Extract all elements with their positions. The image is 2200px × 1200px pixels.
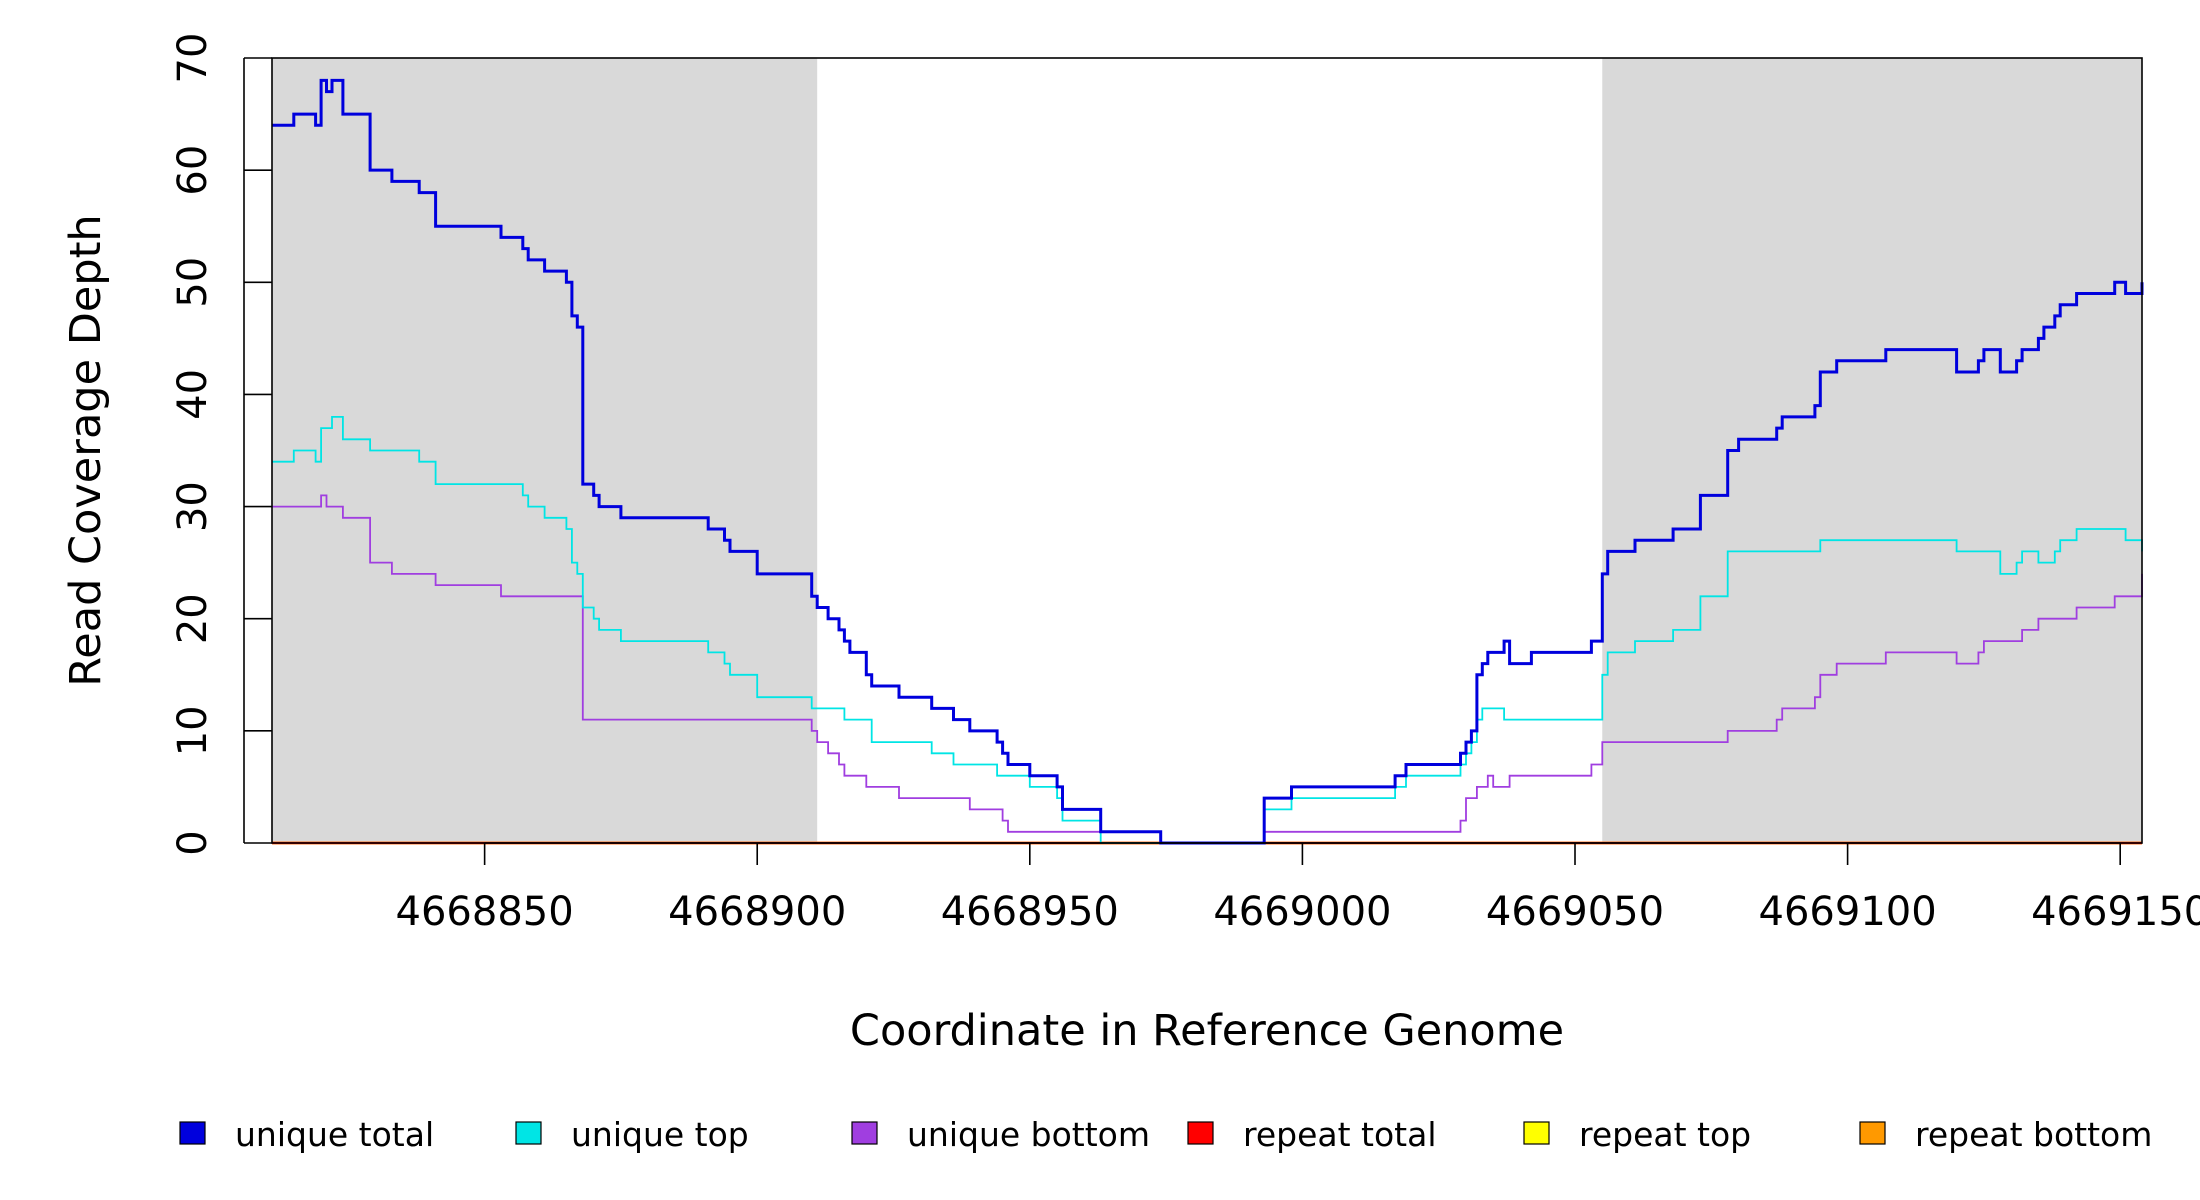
legend-swatch-repeat-top [1523,1121,1550,1145]
y-axis-title: Read Coverage Depth [61,214,111,686]
x-tick-label: 4668900 [668,889,846,935]
y-tick-label: 40 [170,369,216,420]
x-tick-label: 4669150 [2031,889,2200,935]
y-tick-label: 70 [170,33,216,84]
y-tick-label: 0 [170,830,216,855]
legend-swatch-repeat-bottom [1859,1121,1886,1145]
y-tick-label: 60 [170,145,216,196]
y-tick-label: 10 [170,705,216,756]
x-tick-label: 4668850 [396,889,574,935]
shaded-region-1 [272,58,818,843]
y-axis: 0 10 20 30 40 50 60 70 [170,33,272,856]
series-line-unique-bottom [272,494,2143,844]
legend-label-unique-total: unique total [235,1115,434,1154]
x-tick-label: 4668950 [941,889,1119,935]
series-line-unique-total [272,78,2144,845]
legend: unique total unique top unique bottom repea… [179,1115,2152,1154]
legend-swatch-unique-top [515,1121,542,1145]
y-tick-label: 20 [170,593,216,644]
y-tick-label: 30 [170,481,216,532]
legend-swatch-unique-total [179,1121,206,1145]
legend-swatch-repeat-total [1187,1121,1214,1145]
x-tick-label: 4669000 [1213,889,1391,935]
y-tick-label: 50 [170,257,216,308]
legend-label-repeat-total: repeat total [1243,1115,1437,1154]
shaded-region-2 [1602,58,2142,843]
legend-label-unique-bottom: unique bottom [907,1115,1150,1154]
legend-swatch-unique-bottom [851,1121,878,1145]
legend-label-repeat-bottom: repeat bottom [1915,1115,2152,1154]
x-tick-label: 4669100 [1759,889,1937,935]
legend-label-repeat-top: repeat top [1579,1115,1751,1154]
x-axis: 4668850 4668900 4668950 4669000 4669050 46691… [396,842,2200,935]
x-tick-label: 4669050 [1486,889,1664,935]
x-axis-title: Coordinate in Reference Genome [850,1006,1564,1056]
shaded-regions [272,58,2142,843]
legend-label-unique-top: unique top [571,1115,749,1154]
